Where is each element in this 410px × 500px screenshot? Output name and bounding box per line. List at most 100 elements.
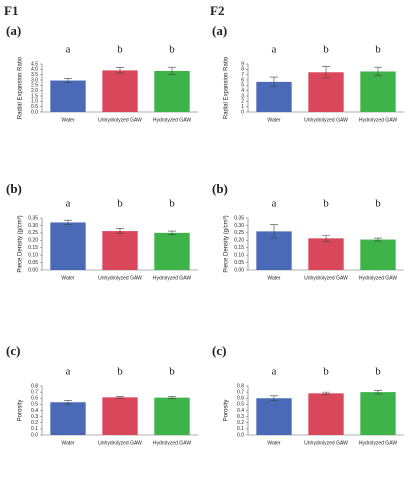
y-axis-label: Porosity bbox=[18, 400, 24, 422]
y-tick-label: 0.2 bbox=[237, 420, 244, 426]
y-tick-label: 0.7 bbox=[237, 389, 244, 395]
column-title: F2 bbox=[210, 3, 224, 18]
bar bbox=[256, 398, 292, 435]
x-tick-label: Unhydrolyzed GAW bbox=[304, 117, 348, 123]
y-tick-label: 0.7 bbox=[31, 389, 38, 395]
significance-letter: b bbox=[117, 366, 123, 378]
y-tick-label: 1.5 bbox=[31, 93, 38, 99]
y-tick-label: 9 bbox=[241, 61, 244, 67]
x-tick-label: Water bbox=[267, 117, 280, 123]
x-tick-label: Hydrolyzed GAW bbox=[153, 275, 191, 281]
y-tick-label: 0.3 bbox=[237, 414, 244, 420]
y-tick-label: 0.0 bbox=[31, 432, 38, 438]
error-bar bbox=[322, 66, 330, 79]
y-axis-label: Piece Density (g/cm³) bbox=[18, 215, 24, 272]
y-axis-label: Radial Expansion Ratio bbox=[224, 56, 230, 119]
error-bar bbox=[270, 224, 278, 239]
error-bar bbox=[116, 228, 124, 235]
x-tick-label: Water bbox=[61, 440, 74, 446]
significance-letter: b bbox=[117, 198, 123, 210]
bar bbox=[102, 231, 138, 270]
y-tick-label: 0.6 bbox=[31, 396, 38, 402]
panel-label: (a) bbox=[212, 23, 227, 38]
bar bbox=[154, 397, 190, 435]
significance-letter: a bbox=[66, 198, 71, 210]
y-tick-label: 0.10 bbox=[234, 252, 244, 258]
y-tick-label: 8 bbox=[241, 67, 244, 73]
y-tick-label: 0.05 bbox=[28, 260, 38, 266]
x-tick-label: Hydrolyzed GAW bbox=[153, 440, 191, 446]
y-axis-label: Porosity bbox=[224, 400, 230, 422]
error-bar bbox=[374, 389, 382, 395]
error-bar bbox=[168, 66, 176, 75]
y-tick-label: 0.30 bbox=[28, 223, 38, 229]
significance-letter: b bbox=[169, 44, 175, 56]
y-tick-label: 0.8 bbox=[31, 383, 38, 389]
x-tick-label: Water bbox=[267, 275, 280, 281]
bar bbox=[102, 70, 138, 112]
significance-letter: b bbox=[169, 366, 175, 378]
error-bar bbox=[168, 396, 176, 399]
y-tick-label: 0.35 bbox=[234, 215, 244, 221]
x-tick-label: Water bbox=[61, 117, 74, 123]
y-tick-label: 4.5 bbox=[31, 61, 38, 67]
y-tick-label: 7 bbox=[241, 72, 244, 78]
error-bar bbox=[64, 78, 72, 83]
y-tick-label: 0.4 bbox=[31, 408, 38, 414]
bar bbox=[308, 393, 344, 435]
significance-letter: b bbox=[323, 366, 329, 378]
significance-letter: b bbox=[323, 44, 329, 56]
significance-letter: a bbox=[272, 198, 277, 210]
y-tick-label: 0.20 bbox=[234, 238, 244, 244]
x-tick-label: Unhydrolyzed GAW bbox=[98, 275, 142, 281]
y-tick-label: 1 bbox=[241, 104, 244, 110]
y-tick-label: 0.1 bbox=[31, 426, 38, 432]
y-tick-label: 0.15 bbox=[234, 245, 244, 251]
y-tick-label: 2.5 bbox=[31, 83, 38, 89]
significance-letter: b bbox=[323, 198, 329, 210]
bar bbox=[308, 238, 344, 270]
x-tick-label: Water bbox=[61, 275, 74, 281]
bar bbox=[154, 232, 190, 270]
y-tick-label: 0 bbox=[241, 109, 244, 115]
y-tick-label: 5 bbox=[241, 83, 244, 89]
y-tick-label: 0.1 bbox=[237, 426, 244, 432]
panel-label: (b) bbox=[212, 181, 228, 196]
x-tick-label: Unhydrolyzed GAW bbox=[304, 440, 348, 446]
y-tick-label: 2.0 bbox=[31, 88, 38, 94]
y-tick-label: 0.0 bbox=[31, 109, 38, 115]
y-tick-label: 0.5 bbox=[31, 402, 38, 408]
error-bar bbox=[64, 219, 72, 225]
significance-letter: b bbox=[375, 366, 381, 378]
column-title: F1 bbox=[4, 3, 18, 18]
y-tick-label: 0.15 bbox=[28, 245, 38, 251]
error-bar bbox=[116, 396, 124, 399]
x-tick-label: Hydrolyzed GAW bbox=[359, 440, 397, 446]
y-tick-label: 3 bbox=[241, 93, 244, 99]
bar bbox=[50, 80, 86, 112]
y-tick-label: 0.4 bbox=[237, 408, 244, 414]
y-tick-label: 0.0 bbox=[237, 432, 244, 438]
bar bbox=[360, 239, 396, 270]
y-tick-label: 6 bbox=[241, 77, 244, 83]
panel-label: (a) bbox=[6, 23, 21, 38]
bar bbox=[308, 72, 344, 112]
significance-letter: b bbox=[375, 44, 381, 56]
x-tick-label: Hydrolyzed GAW bbox=[359, 275, 397, 281]
y-tick-label: 0.00 bbox=[28, 267, 38, 273]
x-tick-label: Unhydrolyzed GAW bbox=[98, 440, 142, 446]
y-tick-label: 0.5 bbox=[237, 402, 244, 408]
y-tick-label: 0.30 bbox=[234, 223, 244, 229]
significance-letter: b bbox=[117, 44, 123, 56]
error-bar bbox=[116, 67, 124, 74]
x-tick-label: Water bbox=[267, 440, 280, 446]
error-bar bbox=[168, 230, 176, 235]
bar bbox=[50, 222, 86, 270]
bar bbox=[360, 392, 396, 435]
error-bar bbox=[374, 237, 382, 242]
significance-letter: a bbox=[66, 44, 71, 56]
y-tick-label: 2 bbox=[241, 99, 244, 105]
bar bbox=[50, 402, 86, 435]
significance-letter: b bbox=[375, 198, 381, 210]
